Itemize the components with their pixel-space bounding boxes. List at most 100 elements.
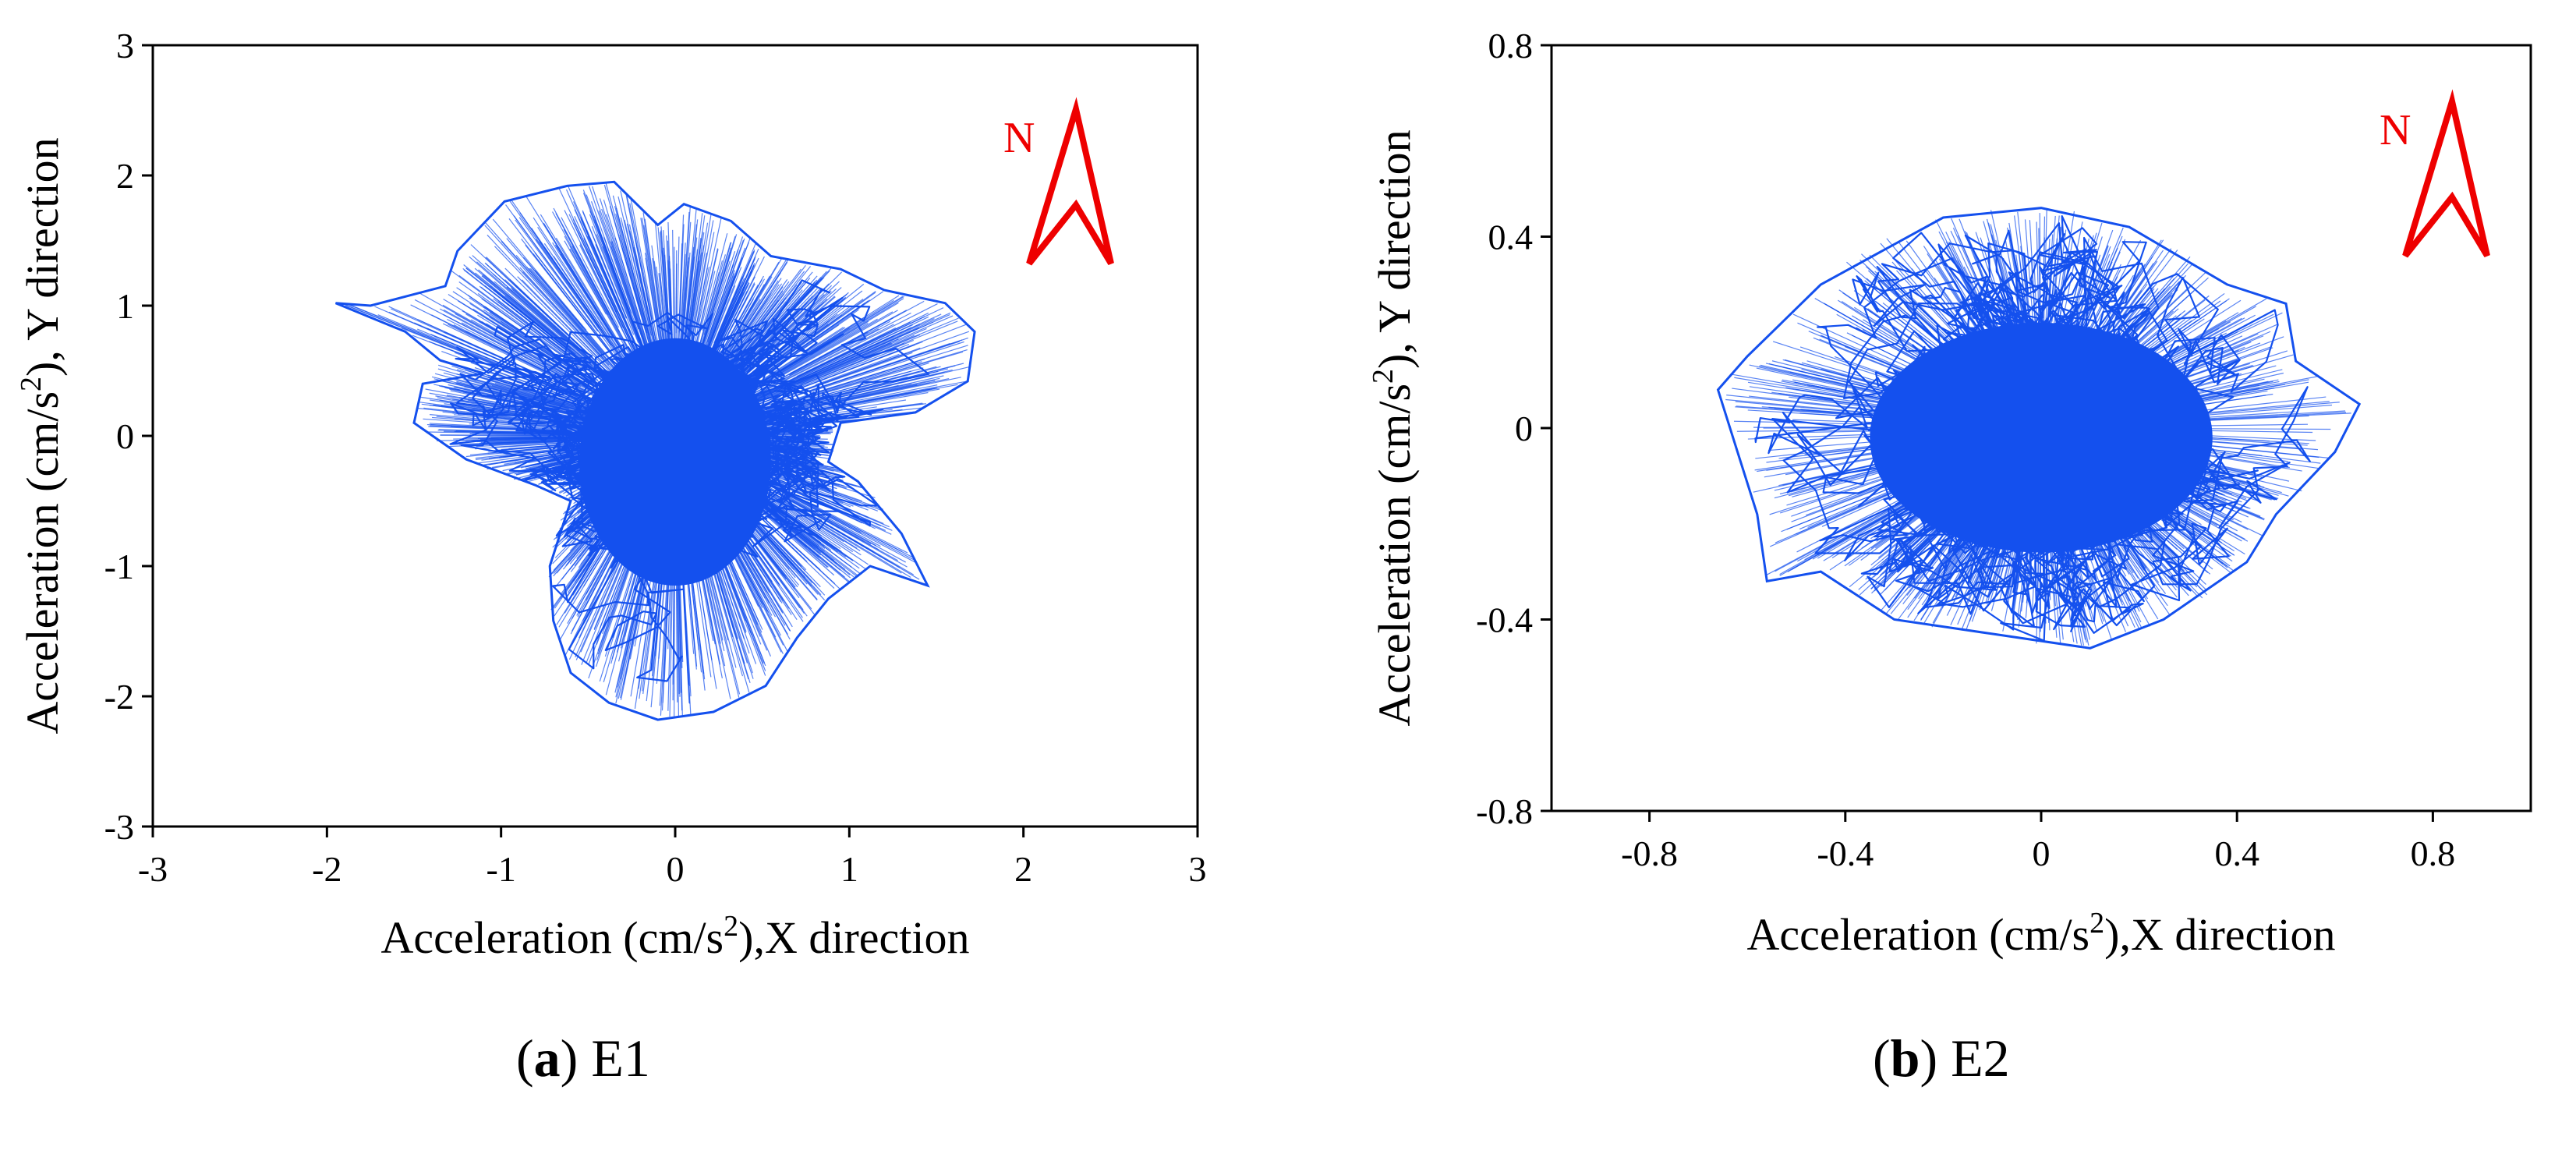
x-tick-label-e1: 1 [840,849,858,889]
trajectory-segment [489,317,560,363]
x-axis-label-e2: Acceleration (cm/s2),X direction [1747,907,2336,960]
y-tick-label-e1: 1 [116,286,134,326]
trajectory-segment [565,189,646,369]
trajectory-segment [579,243,640,364]
trajectory-segment [467,377,566,406]
x-axis-label-e1: Acceleration (cm/s2),X direction [381,910,970,963]
north-label: N [2380,106,2411,154]
trajectory-segment [707,239,744,343]
trajectory-segment [685,232,705,359]
trajectory-segment [487,234,610,366]
trajectory-segment [802,384,938,412]
trajectory-segment [442,304,588,388]
trajectory-e1 [334,180,976,721]
trajectory-segment [582,210,635,335]
trajectory-segment [817,393,908,411]
trajectory-segment [431,314,558,378]
y-tick-label-e1: 0 [116,416,134,456]
trajectory-segment [728,261,788,353]
trajectory-segment [712,558,745,664]
trajectory-segment [605,182,648,334]
caption-a-name: E1 [591,1028,650,1088]
trajectory-segment [759,342,891,401]
caption-b: (b) E2 [1873,1028,2010,1088]
y-tick-label-e1: 3 [116,26,134,65]
x-tick-label-e2: -0.8 [1621,834,1678,873]
trajectory-segment [448,324,621,409]
trajectory-segment [595,244,627,319]
y-tick-label-e2: -0.4 [1476,600,1533,640]
trajectory-segment [780,318,878,376]
trajectory-segment [675,263,678,334]
x-tick-label-e1: -3 [138,849,168,889]
trajectory-segment [492,218,587,331]
y-tick-label-e2: 0.4 [1488,218,1534,257]
trajectory-segment [587,235,621,313]
trajectory-segment [564,235,609,316]
north-label: N [1003,114,1035,162]
trajectory-segment [752,503,835,576]
caption-a: (a) E1 [516,1028,650,1088]
y-tick-label-e1: -3 [104,807,134,847]
trajectory-segment [759,493,823,536]
trajectory-segment [786,495,881,547]
trajectory-segment [615,568,646,698]
trajectory-segment [705,247,746,355]
trajectory-segment [796,327,897,377]
y-tick-label-e2: 0.8 [1488,26,1534,65]
trajectory-segment [564,240,607,315]
x-tick-label-e2: 0 [2033,834,2051,873]
trajectory-core [1870,322,2213,553]
trajectory-segment [603,554,642,682]
x-tick-label-e2: 0.4 [2214,834,2259,873]
trajectory-segment [529,267,604,354]
y-tick-label-e1: 2 [116,156,134,196]
trajectory-segment [474,267,571,349]
trajectory-segment [490,381,575,408]
trajectory-segment [2192,430,2313,434]
trajectory-segment [809,341,964,393]
x-tick-label-e1: -1 [487,849,516,889]
y-tick-label-e2: -0.8 [1476,791,1533,831]
trajectory-segment [575,543,628,660]
caption-b-letter: b [1890,1028,1920,1088]
trajectory-segment [504,267,620,381]
trajectory-segment [800,317,959,384]
trajectory-segment [465,267,593,370]
trajectory-segment [702,233,728,331]
trajectory-envelope [334,180,976,721]
trajectory-segment [629,203,653,320]
trajectory-segment [603,236,632,314]
trajectory-segment [799,335,894,380]
caption-a-letter: a [533,1028,561,1088]
trajectory-segment [497,301,620,395]
trajectory-segment [448,294,571,371]
trajectory-segment [543,242,636,378]
trajectory-segment [561,217,620,328]
trajectory-segment [815,353,900,385]
trajectory-segment [782,344,910,395]
trajectory-segment [696,266,710,328]
trajectory-segment [525,266,603,354]
trajectory-segment [508,200,600,328]
trajectory-core [579,338,771,586]
trajectory-e2 [1716,207,2362,650]
trajectory-segment [790,310,908,374]
trajectory-segment [700,568,721,665]
trajectory-segment [626,223,656,346]
trajectory-segment [675,576,678,703]
trajectory-segment [504,296,576,355]
trajectory-segment [699,254,726,349]
trajectory-segment [478,269,593,366]
trajectory-segment [442,323,560,381]
trajectory-segment [630,197,663,366]
trajectory-segment [716,281,749,350]
north-arrow-icon [2402,89,2490,258]
trajectory-segment [1861,253,1968,357]
trajectory-segment [703,554,740,698]
trajectory-segment [1990,224,2018,330]
trajectory-segment [430,414,571,427]
x-tick-label-e1: 3 [1189,849,1207,889]
trajectory-segment [736,279,788,351]
